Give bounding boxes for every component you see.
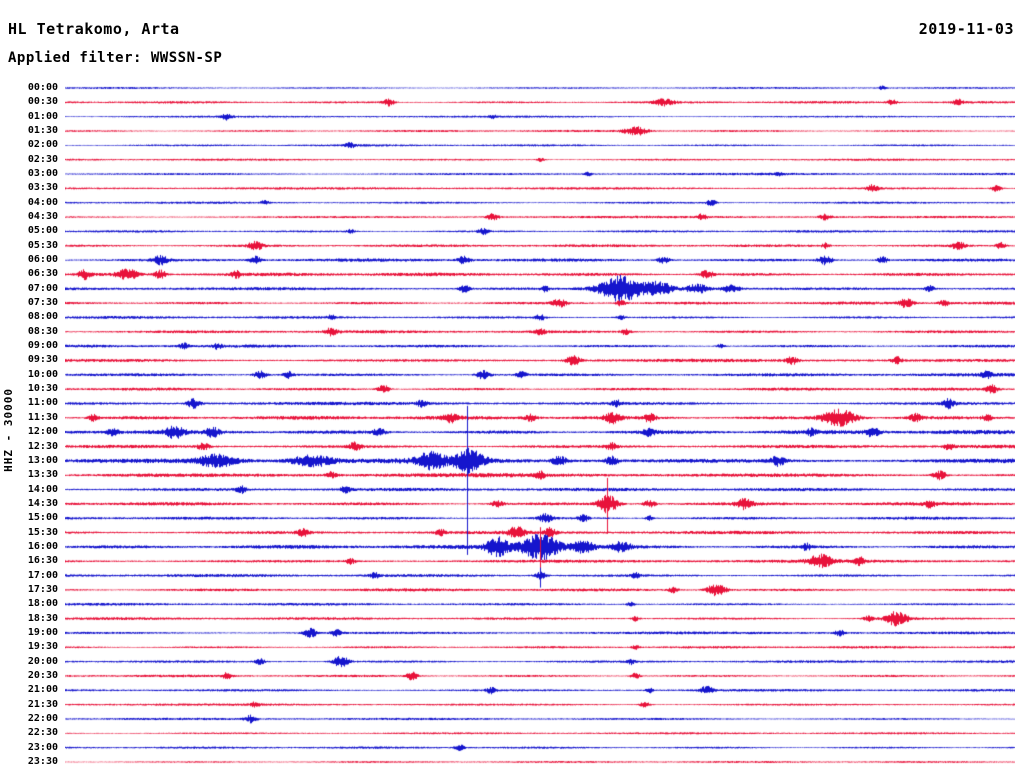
trace-time-label: 07:00	[27, 282, 58, 294]
seismogram-traces-canvas	[65, 80, 1015, 780]
trace-time-label: 08:00	[27, 311, 58, 323]
trace-time-label: 15:30	[27, 526, 58, 538]
trace-time-label: 01:30	[27, 125, 58, 137]
trace-time-label: 09:30	[27, 354, 58, 366]
trace-time-label: 06:00	[27, 254, 58, 266]
trace-time-label: 20:30	[27, 669, 58, 681]
trace-time-label: 10:30	[27, 383, 58, 395]
trace-time-label: 18:00	[27, 598, 58, 610]
trace-time-label: 05:30	[27, 239, 58, 251]
trace-time-label: 18:30	[27, 612, 58, 624]
trace-time-label: 12:00	[27, 426, 58, 438]
trace-time-label: 00:00	[27, 82, 58, 93]
trace-time-label: 04:00	[27, 196, 58, 208]
trace-time-label: 08:30	[27, 325, 58, 337]
trace-time-label: 05:00	[27, 225, 58, 237]
trace-time-label: 09:00	[27, 340, 58, 352]
trace-time-label: 13:00	[27, 454, 58, 466]
trace-time-label: 10:00	[27, 368, 58, 380]
trace-time-label: 00:30	[27, 96, 58, 108]
trace-time-label: 21:00	[27, 684, 58, 696]
trace-time-label: 16:30	[27, 555, 58, 567]
time-labels-column: 00:00 00:30 01:00 01:30 02:00 02:30 03:00 03:30…	[0, 0, 60, 780]
trace-time-label: 15:00	[27, 512, 58, 524]
trace-time-label: 13:30	[27, 469, 58, 481]
trace-time-label: 22:30	[27, 727, 58, 739]
trace-time-label: 16:00	[27, 540, 58, 552]
trace-time-label: 02:00	[27, 139, 58, 151]
trace-time-label: 06:30	[27, 268, 58, 280]
trace-time-label: 01:00	[27, 110, 58, 122]
trace-time-label: 12:30	[27, 440, 58, 452]
trace-time-label: 03:30	[27, 182, 58, 194]
trace-time-label: 03:00	[27, 168, 58, 180]
date-label: 2019-11-03	[918, 20, 1014, 38]
trace-time-label: 14:00	[27, 483, 58, 495]
trace-time-label: 19:30	[27, 641, 58, 653]
trace-time-label: 07:30	[27, 297, 58, 309]
trace-time-label: 11:30	[27, 411, 58, 423]
station-title: HL Tetrakomo, Arta	[8, 20, 180, 38]
trace-time-label: 04:30	[27, 211, 58, 223]
trace-time-label: 17:30	[27, 583, 58, 595]
trace-time-label: 23:30	[27, 756, 58, 767]
trace-time-label: 14:30	[27, 497, 58, 509]
trace-time-label: 20:00	[27, 655, 58, 667]
trace-time-label: 02:30	[27, 153, 58, 165]
trace-time-label: 23:00	[27, 741, 58, 753]
filter-label: Applied filter: WWSSN-SP	[8, 50, 223, 66]
trace-time-label: 11:00	[27, 397, 58, 409]
trace-time-label: 21:30	[27, 698, 58, 710]
trace-time-label: 22:00	[27, 712, 58, 724]
trace-time-label: 17:00	[27, 569, 58, 581]
trace-time-label: 19:00	[27, 626, 58, 638]
